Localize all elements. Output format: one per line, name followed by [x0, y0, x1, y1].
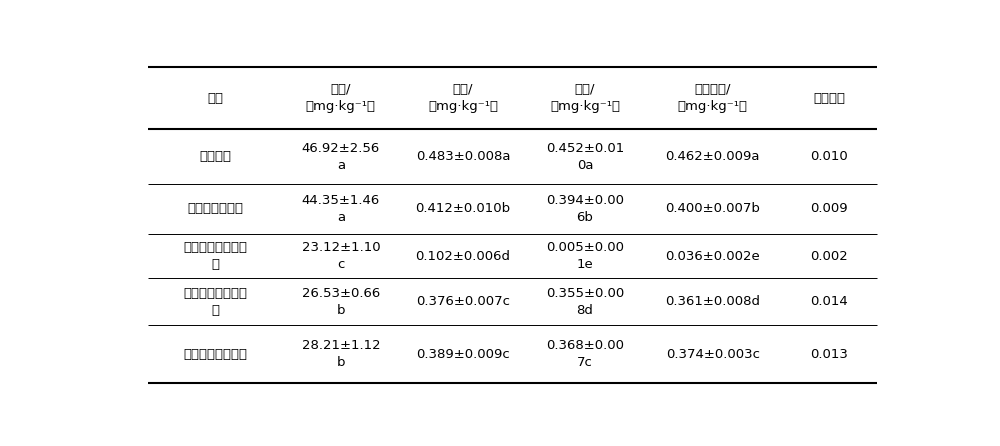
Text: 0.009: 0.009: [810, 202, 848, 215]
Text: 0.002: 0.002: [810, 250, 848, 263]
Text: 46.92±2.56
a: 46.92±2.56 a: [302, 141, 380, 172]
Text: 地上部分/
（mg·kg⁻¹）: 地上部分/ （mg·kg⁻¹）: [678, 83, 748, 113]
Text: 0.368±0.00
7c: 0.368±0.00 7c: [546, 339, 624, 369]
Text: 23.12±1.10
c: 23.12±1.10 c: [302, 241, 380, 271]
Text: 0.412±0.010b: 0.412±0.010b: [415, 202, 510, 215]
Text: 0.452±0.01
0a: 0.452±0.01 0a: [546, 141, 624, 172]
Text: 0.361±0.008d: 0.361±0.008d: [665, 295, 760, 308]
Text: 葡萄混种金盏银盘: 葡萄混种金盏银盘: [183, 347, 247, 360]
Text: 葡萄混种小花鬼针
草: 葡萄混种小花鬼针 草: [183, 287, 247, 317]
Text: 0.036±0.002e: 0.036±0.002e: [665, 250, 760, 263]
Text: 26.53±0.66
b: 26.53±0.66 b: [302, 287, 380, 317]
Text: 叶片/
（mg·kg⁻¹）: 叶片/ （mg·kg⁻¹）: [550, 83, 620, 113]
Text: 0.013: 0.013: [810, 347, 848, 360]
Text: 0.005±0.00
1e: 0.005±0.00 1e: [546, 241, 624, 271]
Text: 转运系数: 转运系数: [813, 92, 845, 105]
Text: 葡萄混种三叶鬼针
草: 葡萄混种三叶鬼针 草: [183, 241, 247, 271]
Text: 0.010: 0.010: [810, 150, 848, 163]
Text: 茎秆/
（mg·kg⁻¹）: 茎秆/ （mg·kg⁻¹）: [428, 83, 498, 113]
Text: 44.35±1.46
a: 44.35±1.46 a: [302, 194, 380, 224]
Text: 0.374±0.003c: 0.374±0.003c: [666, 347, 760, 360]
Text: 0.376±0.007c: 0.376±0.007c: [416, 295, 510, 308]
Text: 根系/
（mg·kg⁻¹）: 根系/ （mg·kg⁻¹）: [306, 83, 376, 113]
Text: 0.400±0.007b: 0.400±0.007b: [665, 202, 760, 215]
Text: 0.014: 0.014: [810, 295, 848, 308]
Text: 0.355±0.00
8d: 0.355±0.00 8d: [546, 287, 624, 317]
Text: 0.102±0.006d: 0.102±0.006d: [415, 250, 510, 263]
Text: 28.21±1.12
b: 28.21±1.12 b: [302, 339, 380, 369]
Text: 0.462±0.009a: 0.462±0.009a: [665, 150, 760, 163]
Text: 0.483±0.008a: 0.483±0.008a: [416, 150, 510, 163]
Text: 处理: 处理: [207, 92, 223, 105]
Text: 葡萄单种: 葡萄单种: [199, 150, 231, 163]
Text: 葡萄混种婆婆针: 葡萄混种婆婆针: [187, 202, 243, 215]
Text: 0.389±0.009c: 0.389±0.009c: [416, 347, 510, 360]
Text: 0.394±0.00
6b: 0.394±0.00 6b: [546, 194, 624, 224]
